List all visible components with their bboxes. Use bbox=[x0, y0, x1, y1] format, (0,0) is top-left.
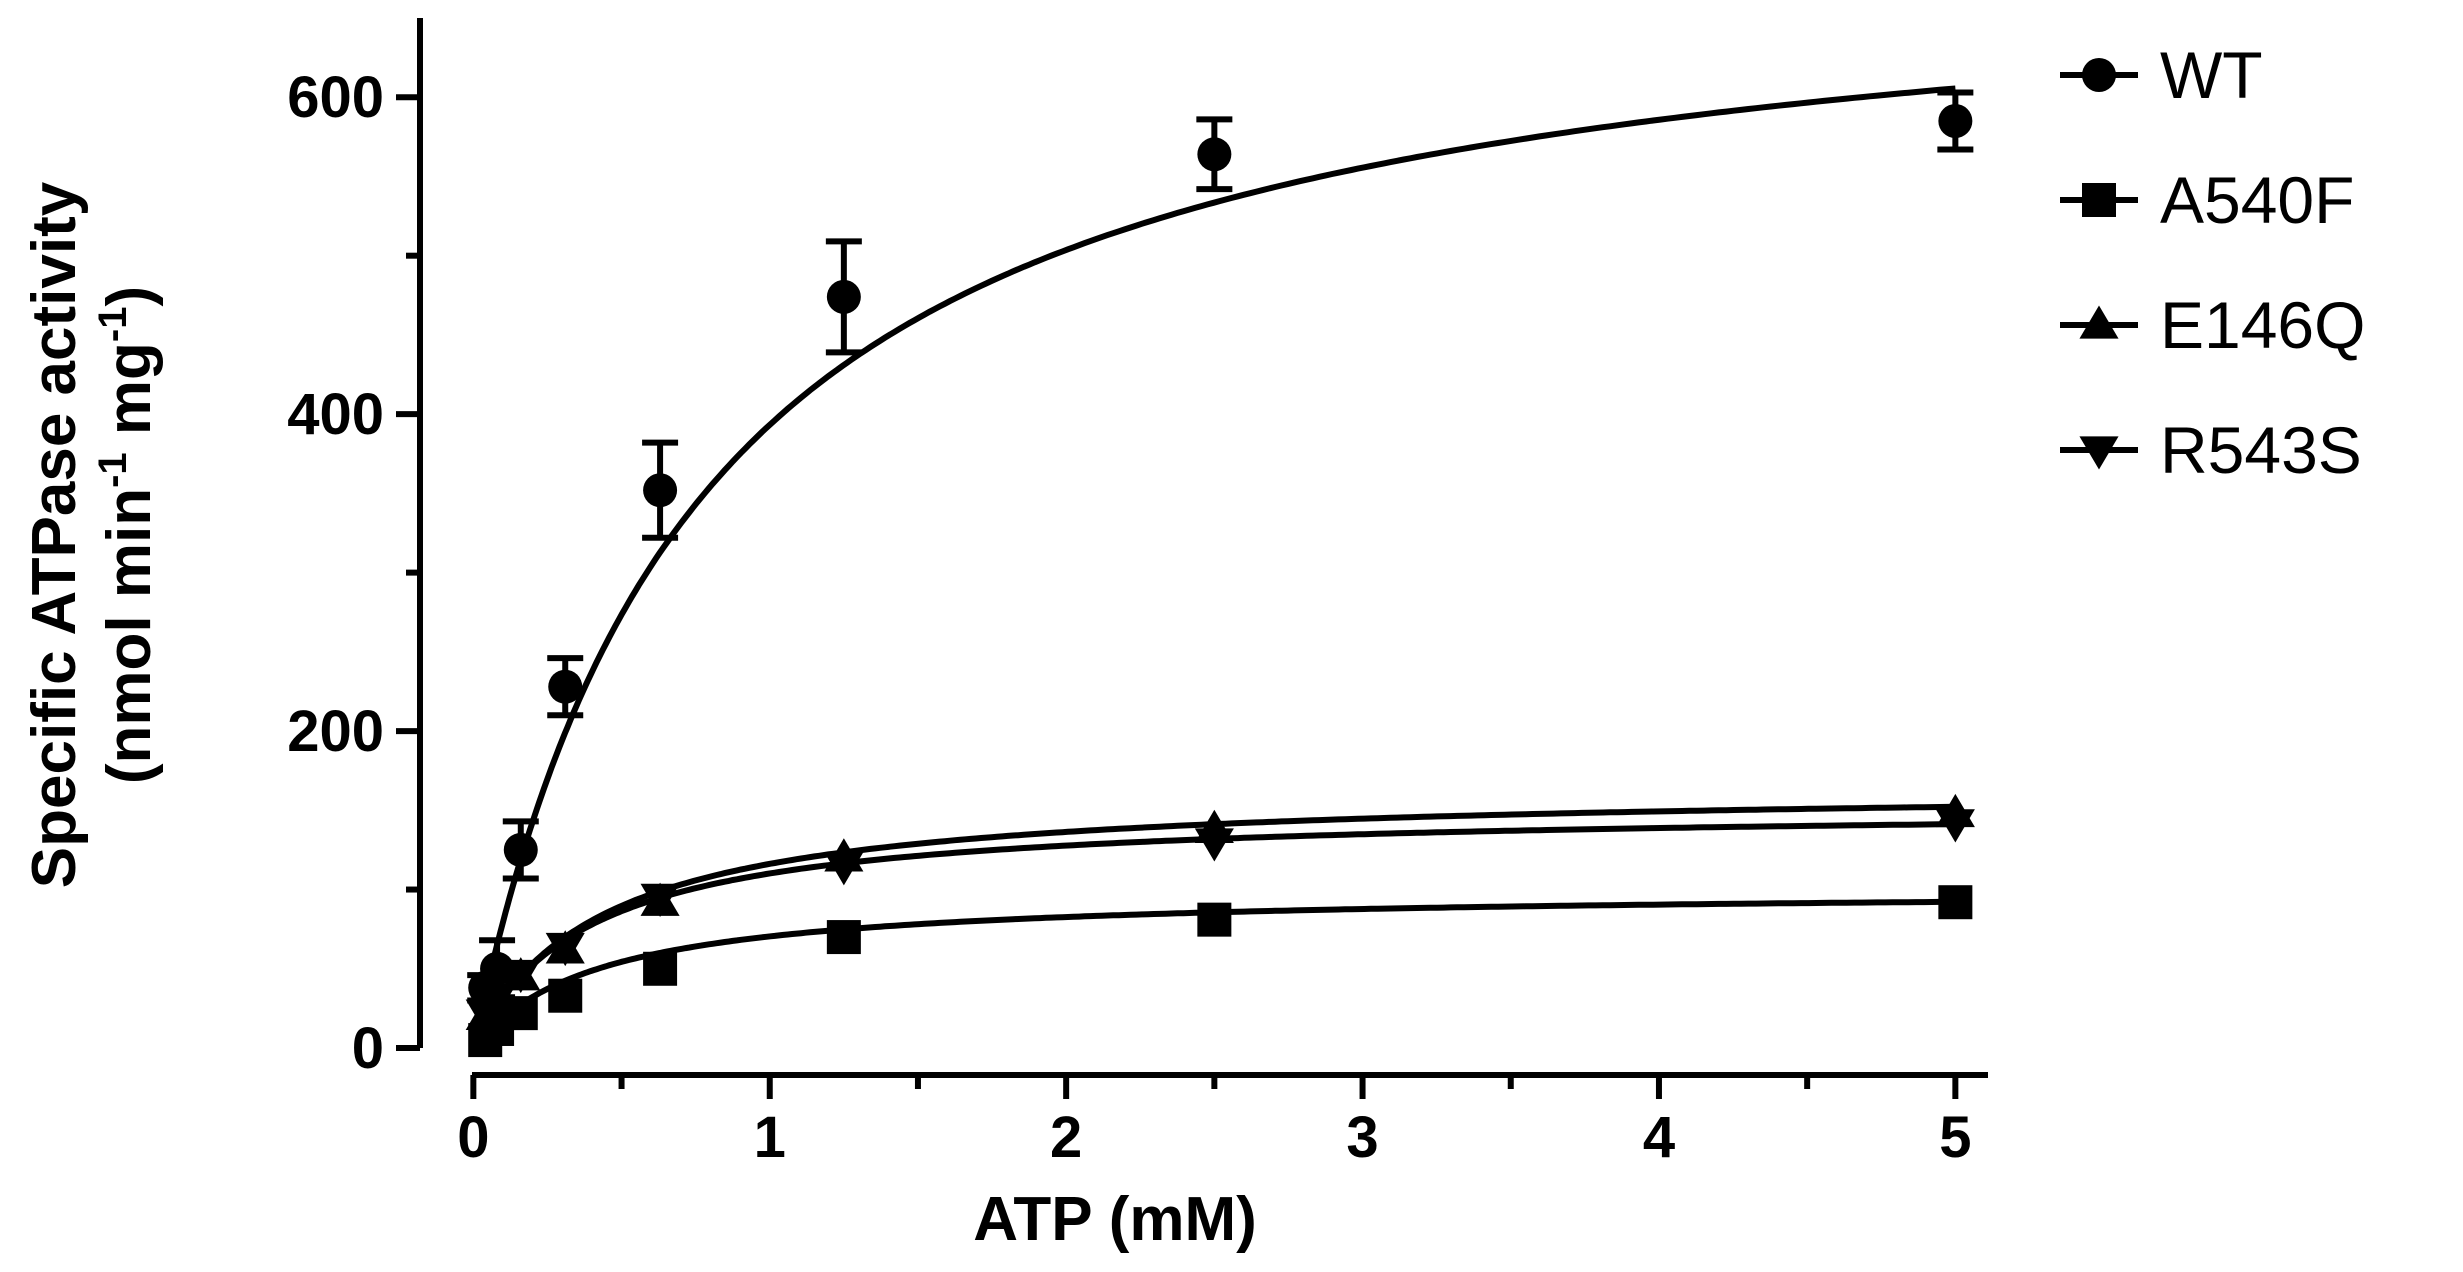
data-point bbox=[826, 279, 861, 314]
legend-marker bbox=[2079, 436, 2119, 470]
y-tick-label: 0 bbox=[352, 1016, 384, 1081]
series-a540f bbox=[468, 885, 1973, 1058]
data-point bbox=[643, 951, 678, 986]
x-tick-label: 5 bbox=[1939, 1105, 1971, 1170]
legend-marker bbox=[2082, 183, 2116, 217]
data-points bbox=[465, 89, 1975, 1058]
legend-item-a540f: A540F bbox=[2060, 163, 2354, 237]
legend-item-r543s: R543S bbox=[2060, 413, 2362, 487]
y-axis-unit-prefix: (nmol min bbox=[95, 488, 164, 784]
x-tick-label: 1 bbox=[754, 1105, 786, 1170]
data-point bbox=[548, 978, 583, 1013]
legend-label: A540F bbox=[2160, 163, 2354, 237]
legend-label: WT bbox=[2160, 38, 2263, 112]
data-point bbox=[1197, 902, 1232, 937]
data-point bbox=[503, 832, 538, 867]
data-point bbox=[545, 932, 585, 967]
x-tick-label: 4 bbox=[1643, 1105, 1675, 1170]
y-axis-unit-sup2: -1 bbox=[91, 307, 135, 343]
y-axis-title-line1: Specific ATPase activity bbox=[20, 181, 89, 888]
data-point bbox=[826, 920, 861, 955]
y-axis-unit-sup1: -1 bbox=[91, 452, 135, 488]
data-point bbox=[1197, 137, 1232, 172]
data-point bbox=[477, 983, 517, 1017]
data-point bbox=[548, 669, 583, 704]
data-point bbox=[824, 852, 864, 886]
data-point bbox=[640, 883, 680, 918]
data-point bbox=[1194, 828, 1234, 862]
y-axis-title-line2: (nmol min-1 mg-1) bbox=[91, 286, 164, 784]
x-axis-title: ATP (mM) bbox=[973, 1185, 1257, 1254]
legend-item-wt: WT bbox=[2060, 38, 2263, 112]
series-wt bbox=[467, 89, 1974, 1005]
legend-marker bbox=[2082, 58, 2116, 92]
x-tick-label: 3 bbox=[1346, 1105, 1378, 1170]
fit-curve-wt bbox=[475, 85, 1956, 1027]
y-tick-label: 600 bbox=[287, 65, 384, 130]
series-r543s bbox=[465, 809, 1975, 1033]
data-point bbox=[1938, 104, 1973, 138]
x-tick-label: 2 bbox=[1050, 1105, 1082, 1170]
legend-marker bbox=[2079, 305, 2119, 339]
data-point bbox=[501, 959, 541, 994]
data-point bbox=[643, 473, 678, 508]
x-tick-label: 0 bbox=[457, 1105, 489, 1170]
y-axis-unit-suffix: ) bbox=[95, 286, 164, 307]
legend: WT A540F E146Q R543S bbox=[2060, 38, 2365, 487]
legend-label: R543S bbox=[2160, 413, 2362, 487]
data-point bbox=[1938, 885, 1973, 920]
y-tick-label: 400 bbox=[287, 382, 384, 447]
y-axis-unit-middle: mg bbox=[95, 342, 164, 452]
legend-label: E146Q bbox=[2160, 288, 2365, 362]
y-tick-label: 200 bbox=[287, 699, 384, 764]
axes: 0 200 400 600 0 1 2 3 4 5 bbox=[287, 18, 1988, 1170]
data-point bbox=[1935, 809, 1975, 843]
legend-item-e146q: E146Q bbox=[2060, 288, 2365, 362]
fit-curves bbox=[475, 85, 1956, 1045]
